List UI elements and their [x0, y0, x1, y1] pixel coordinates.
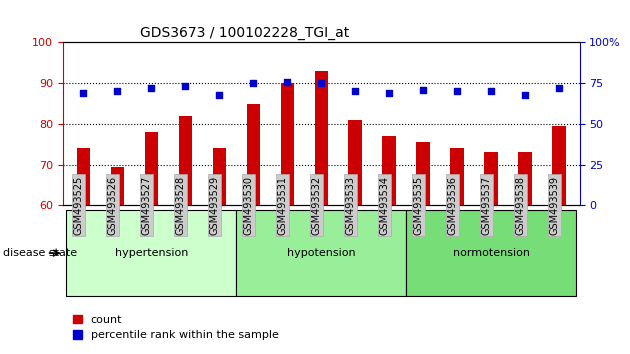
Point	[554, 85, 564, 91]
Text: GSM493538: GSM493538	[515, 176, 525, 235]
Bar	[236, 210, 406, 296]
Bar	[553, 126, 566, 205]
Text: GSM493533: GSM493533	[345, 176, 355, 235]
Point	[78, 90, 88, 96]
Text: GSM493528: GSM493528	[175, 176, 185, 235]
Bar	[450, 148, 464, 205]
Point	[282, 79, 292, 84]
Bar	[518, 152, 532, 205]
Bar	[246, 103, 260, 205]
Text: GSM493535: GSM493535	[413, 176, 423, 235]
Point	[486, 88, 496, 94]
Text: GSM493529: GSM493529	[209, 176, 219, 235]
Bar	[484, 152, 498, 205]
Bar	[416, 142, 430, 205]
Text: GSM493534: GSM493534	[379, 176, 389, 235]
Bar	[66, 210, 236, 296]
Text: disease state: disease state	[3, 248, 77, 258]
Text: GSM493525: GSM493525	[73, 176, 83, 235]
Bar	[111, 167, 124, 205]
Point	[248, 80, 258, 86]
Text: GSM493531: GSM493531	[277, 176, 287, 235]
Bar	[212, 148, 226, 205]
Bar	[348, 120, 362, 205]
Bar	[280, 83, 294, 205]
Text: GSM493530: GSM493530	[243, 176, 253, 235]
Point	[214, 92, 224, 97]
Point	[418, 87, 428, 92]
Point	[384, 90, 394, 96]
Text: GSM493539: GSM493539	[549, 176, 559, 235]
Bar	[77, 148, 90, 205]
Point	[316, 80, 326, 86]
Text: normotension: normotension	[453, 248, 530, 258]
Point	[180, 84, 190, 89]
Text: hypertension: hypertension	[115, 248, 188, 258]
Point	[112, 88, 122, 94]
Text: GSM493527: GSM493527	[141, 176, 151, 235]
Bar	[406, 210, 576, 296]
Text: GSM493526: GSM493526	[107, 176, 117, 235]
Legend: count, percentile rank within the sample: count, percentile rank within the sample	[69, 310, 283, 345]
Text: GSM493537: GSM493537	[481, 176, 491, 235]
Bar	[314, 71, 328, 205]
Text: GSM493536: GSM493536	[447, 176, 457, 235]
Bar	[144, 132, 158, 205]
Point	[350, 88, 360, 94]
Point	[452, 88, 462, 94]
Text: GDS3673 / 100102228_TGI_at: GDS3673 / 100102228_TGI_at	[140, 26, 350, 40]
Bar	[178, 116, 192, 205]
Text: GSM493532: GSM493532	[311, 176, 321, 235]
Text: hypotension: hypotension	[287, 248, 355, 258]
Point	[520, 92, 530, 97]
Point	[146, 85, 156, 91]
Bar	[382, 136, 396, 205]
